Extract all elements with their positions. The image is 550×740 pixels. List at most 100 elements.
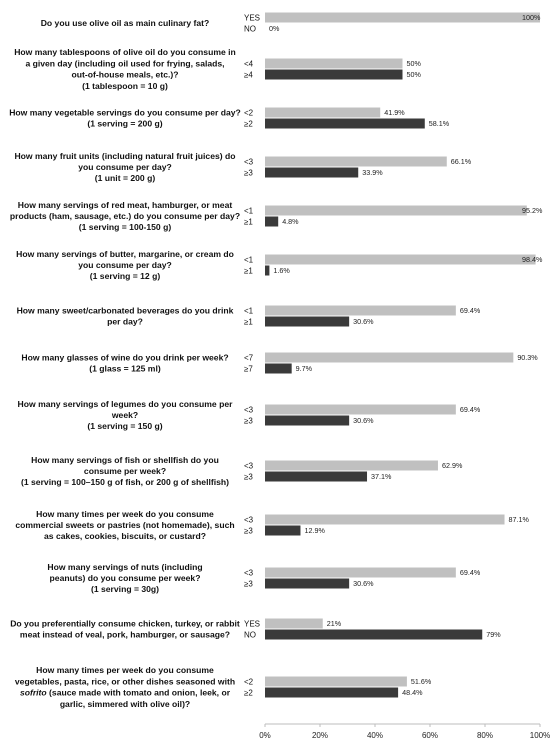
question-text-line: you consume per day?: [78, 260, 172, 270]
option-label: ≥3: [244, 473, 253, 482]
question-text-line: How many servings of nuts (including: [47, 562, 202, 572]
value-label: 21%: [327, 619, 342, 628]
bar: [265, 107, 381, 118]
value-label: 69.4%: [460, 568, 481, 577]
option-label: <3: [244, 569, 254, 578]
value-label: 69.4%: [460, 306, 481, 315]
value-label: 69.4%: [460, 405, 481, 414]
question-text-line: (1 serving = 200 g): [87, 119, 162, 129]
question-text-line: Do you preferentially consume chicken, t…: [10, 618, 240, 628]
value-label: 41.9%: [384, 108, 405, 117]
bar: [265, 352, 514, 363]
question-text-line: per day?: [107, 317, 143, 327]
option-label: ≥3: [244, 417, 253, 426]
option-label: ≥3: [244, 527, 253, 536]
bar: [265, 415, 350, 426]
bar: [265, 460, 438, 471]
option-label: <1: [244, 207, 254, 216]
question-text-line: How many servings of legumes do you cons…: [18, 399, 234, 409]
value-label: 90.3%: [517, 353, 538, 362]
question-text-line: sofrito (sauce made with tomato and onio…: [20, 688, 231, 698]
bar: [265, 156, 447, 167]
bar: [265, 471, 368, 482]
option-label: YES: [244, 14, 260, 23]
bar: [265, 578, 350, 589]
value-label: 79%: [486, 630, 501, 639]
option-label: ≥7: [244, 365, 253, 374]
option-label: <2: [244, 678, 254, 687]
value-label: 33.9%: [362, 168, 383, 177]
option-label: ≥4: [244, 71, 253, 80]
labels-layer: Do you use olive oil as main culinary fa…: [9, 13, 543, 709]
value-label: 87.1%: [509, 515, 530, 524]
bar: [265, 216, 279, 227]
question-text-line: How many times per week do you consume: [36, 665, 214, 675]
question-text-line: How many servings of butter, margarine, …: [16, 249, 234, 259]
bar: [265, 58, 403, 69]
bar: [265, 118, 425, 129]
option-label: ≥2: [244, 689, 253, 698]
question-text-line: How many glasses of wine do you drink pe…: [21, 352, 228, 362]
bar: [265, 69, 403, 80]
x-tick-label: 80%: [477, 731, 493, 740]
question-text-line: How many tablespoons of olive oil do you…: [14, 47, 236, 57]
question-text-line: (1 unit = 200 g): [95, 173, 156, 183]
option-label: <7: [244, 354, 254, 363]
option-label: <3: [244, 516, 254, 525]
question-text-line: garlic, simmered with olive oil)?: [60, 699, 190, 709]
bar: [265, 618, 323, 629]
value-label: 98.4%: [522, 255, 543, 264]
bar: [265, 305, 456, 316]
value-label: 66.1%: [451, 157, 472, 166]
bar: [265, 167, 359, 178]
option-label: ≥1: [244, 218, 253, 227]
bar: [265, 525, 301, 536]
question-text-line: week?: [111, 410, 138, 420]
value-label: 50%: [407, 70, 422, 79]
bar: [265, 404, 456, 415]
option-label: <1: [244, 256, 254, 265]
value-label: 12.9%: [304, 526, 325, 535]
question-text-line: Do you use olive oil as main culinary fa…: [41, 18, 210, 28]
x-tick-label: 40%: [367, 731, 383, 740]
value-label: 4.8%: [282, 217, 299, 226]
option-label: <2: [244, 109, 254, 118]
bar: [265, 363, 292, 374]
question-text-line: How many times per week do you consume: [36, 509, 214, 519]
question-text-line: a given day (including oil used for fryi…: [25, 58, 224, 68]
question-text-line: How many sweet/carbonated beverages do y…: [17, 305, 234, 315]
x-tick-label: 0%: [259, 731, 271, 740]
option-label: <3: [244, 158, 254, 167]
option-label: NO: [244, 25, 256, 34]
question-text-line: How many fruit units (including natural …: [14, 151, 235, 161]
option-label: ≥3: [244, 169, 253, 178]
x-tick-label: 60%: [422, 731, 438, 740]
option-label: <3: [244, 462, 254, 471]
x-tick-label: 100%: [530, 731, 550, 740]
question-text-line: as cakes, cookies, biscuits, or custard?: [44, 531, 206, 541]
question-text-line: you consume per day?: [78, 162, 172, 172]
value-label: 51.6%: [411, 677, 432, 686]
bar: [265, 205, 527, 216]
question-text-line: out-of-house meals, etc.)?: [72, 70, 179, 80]
value-label: 62.9%: [442, 461, 463, 470]
value-label: 95.2%: [522, 206, 543, 215]
value-label: 1.6%: [273, 266, 290, 275]
question-text-line: consume per week?: [84, 466, 166, 476]
bar: [265, 514, 505, 525]
question-text-line: (1 serving = 100–150 g of fish, or 200 g…: [21, 477, 229, 487]
question-text-line: peanuts) do you consume per week?: [50, 573, 201, 583]
bar: [265, 265, 270, 276]
option-label: ≥1: [244, 267, 253, 276]
value-label: 50%: [407, 59, 422, 68]
bar: [265, 676, 407, 687]
value-label: 37.1%: [371, 472, 392, 481]
question-text-line: How many vegetable servings do you consu…: [9, 107, 241, 117]
option-label: <1: [244, 307, 254, 316]
bar: [265, 12, 540, 23]
value-label: 100%: [522, 13, 541, 22]
question-text-line: (1 serving = 12 g): [90, 271, 161, 281]
value-label: 30.6%: [353, 317, 374, 326]
bars-layer: [265, 12, 540, 698]
